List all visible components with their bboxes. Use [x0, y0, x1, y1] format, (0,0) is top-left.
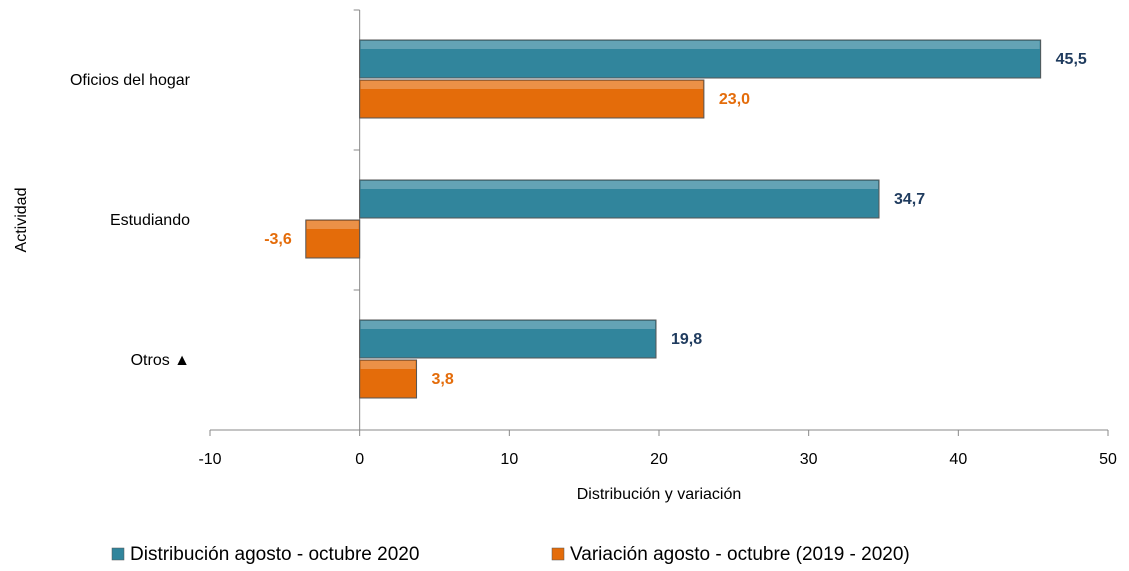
- bar: [305, 219, 361, 259]
- legend-swatch: [111, 547, 125, 561]
- x-axis-label: Distribución y variación: [577, 486, 742, 503]
- bar-shine: [360, 361, 416, 369]
- bar: [359, 359, 418, 399]
- x-tick-label: 20: [650, 451, 668, 468]
- y-axis-label: Actividad: [13, 188, 30, 253]
- y-tick-label: Estudiando: [110, 212, 190, 229]
- y-tick-label: Otros ▲: [131, 352, 190, 369]
- x-tick-label: 50: [1099, 451, 1117, 468]
- value-label: 3,8: [432, 371, 454, 388]
- bar-shine: [360, 41, 1040, 49]
- y-tick-label: Oficios del hogar: [70, 72, 191, 89]
- x-tick-label: 10: [500, 451, 518, 468]
- bar: [359, 79, 705, 119]
- x-tick-label: 30: [800, 451, 818, 468]
- value-label: 45,5: [1056, 51, 1087, 68]
- x-tick-label: -10: [198, 451, 221, 468]
- value-label: 23,0: [719, 91, 750, 108]
- value-label: 34,7: [894, 191, 925, 208]
- legend-label: Distribución agosto - octubre 2020: [130, 544, 419, 565]
- bar-shine: [360, 321, 656, 329]
- bar-shine: [306, 221, 359, 229]
- bar-shine: [360, 81, 703, 89]
- legend-swatch: [551, 547, 565, 561]
- bar-shine: [360, 181, 879, 189]
- value-label: -3,6: [264, 231, 292, 248]
- x-tick-label: 0: [355, 451, 364, 468]
- value-label: 19,8: [671, 331, 702, 348]
- bar: [359, 319, 657, 359]
- bar: [359, 179, 880, 219]
- x-tick-label: 40: [949, 451, 967, 468]
- legend-label: Variación agosto - octubre (2019 - 2020): [570, 544, 910, 565]
- bar: [359, 39, 1042, 79]
